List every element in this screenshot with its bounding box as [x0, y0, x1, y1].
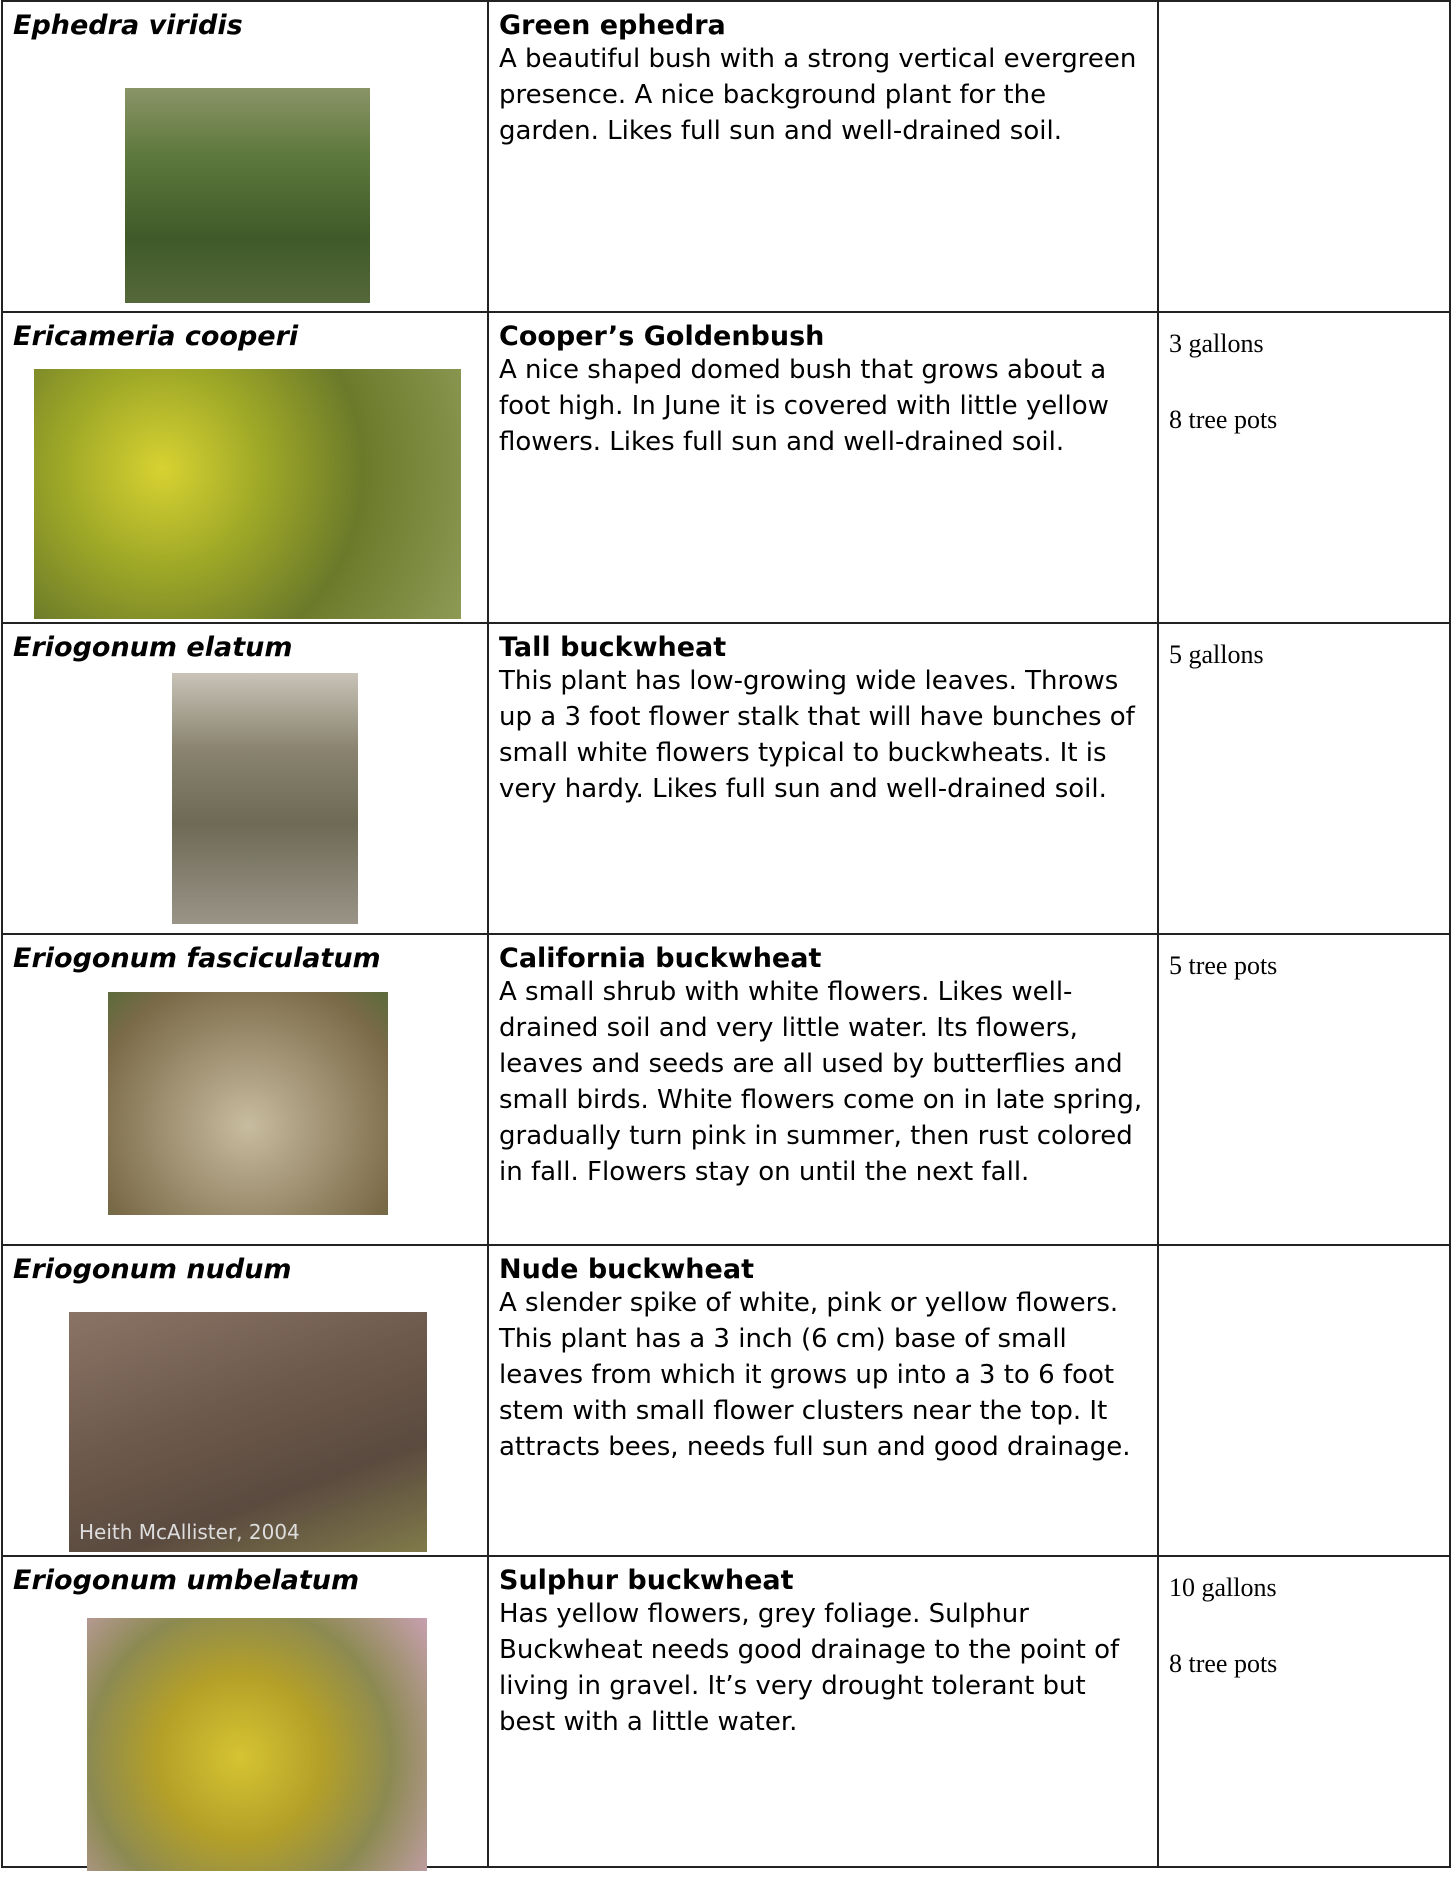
plant-photo: Heith McAllister, 2004: [69, 1312, 427, 1552]
description-cell: Cooper’s Goldenbush A nice shaped domed b…: [487, 311, 1159, 624]
photo-caption: Heith McAllister, 2004: [79, 1520, 300, 1544]
sizes-cell: 10 gallons 8 tree pots: [1157, 1555, 1451, 1868]
plant-photo: [108, 992, 388, 1215]
description: A beautiful bush with a strong vertical …: [499, 44, 1137, 146]
common-name: Nude buckwheat: [499, 1254, 754, 1285]
description-cell: Tall buckwheat This plant has low-growing…: [487, 622, 1159, 935]
latin-name: Ephedra viridis: [13, 10, 243, 41]
description: A small shrub with white flowers. Likes …: [499, 977, 1143, 1187]
plant-row: Ephedra viridis Green ephedra A beautiful …: [1, 0, 1451, 313]
text-block: California buckwheat A small shrub with w…: [499, 943, 1149, 1190]
description-cell: Sulphur buckwheat Has yellow flowers, gre…: [487, 1555, 1159, 1868]
plant-row: Eriogonum elatum Tall buckwheat This plant…: [1, 622, 1451, 935]
plant-row: Eriogonum umbelatum Sulphur buckwheat Has …: [1, 1555, 1451, 1871]
text-block: Tall buckwheat This plant has low-growing…: [499, 632, 1149, 807]
photo-cell: Eriogonum umbelatum: [1, 1555, 489, 1871]
sizes-cell: 3 gallons 8 tree pots: [1157, 311, 1451, 624]
photo-cell: Ephedra viridis: [1, 0, 489, 313]
plant-photo: [87, 1618, 427, 1871]
size: 8 tree pots: [1169, 405, 1278, 434]
latin-name: Eriogonum umbelatum: [13, 1565, 360, 1596]
common-name: California buckwheat: [499, 943, 822, 974]
sizes-cell: [1157, 1244, 1451, 1557]
plant-photo: [125, 88, 370, 303]
plant-photo: [34, 369, 461, 619]
plant-row: Eriogonum fasciculatum California buckwhe…: [1, 933, 1451, 1246]
plant-row: Ericameria cooperi Cooper’s Goldenbush A n…: [1, 311, 1451, 624]
sizes-cell: [1157, 0, 1451, 313]
description-cell: Green ephedra A beautiful bush with a str…: [487, 0, 1159, 313]
photo-cell: Ericameria cooperi: [1, 311, 489, 624]
latin-name: Ericameria cooperi: [13, 321, 299, 352]
photo-cell: Eriogonum nudum Heith McAllister, 2004: [1, 1244, 489, 1557]
description-cell: Nude buckwheat A slender spike of white, …: [487, 1244, 1159, 1557]
text-block: Nude buckwheat A slender spike of white, …: [499, 1254, 1149, 1465]
photo-cell: Eriogonum elatum: [1, 622, 489, 935]
description: A nice shaped domed bush that grows abou…: [499, 355, 1109, 457]
text-block: Cooper’s Goldenbush A nice shaped domed b…: [499, 321, 1149, 460]
description: This plant has low-growing wide leaves. …: [499, 666, 1135, 804]
sizes-cell: 5 tree pots: [1157, 933, 1451, 1246]
text-block: Sulphur buckwheat Has yellow flowers, gre…: [499, 1565, 1149, 1740]
size: 8 tree pots: [1169, 1649, 1278, 1678]
plant-photo: [172, 673, 358, 924]
sizes-cell: 5 gallons: [1157, 622, 1451, 935]
size: 5 tree pots: [1169, 951, 1278, 980]
description: Has yellow flowers, grey foliage. Sulphu…: [499, 1599, 1120, 1737]
photo-cell: Eriogonum fasciculatum: [1, 933, 489, 1246]
latin-name: Eriogonum fasciculatum: [13, 943, 381, 974]
plant-row: Eriogonum nudum Heith McAllister, 2004 Nud…: [1, 1244, 1451, 1557]
common-name: Tall buckwheat: [499, 632, 727, 663]
size: 10 gallons: [1169, 1573, 1277, 1602]
text-block: Green ephedra A beautiful bush with a str…: [499, 10, 1149, 149]
latin-name: Eriogonum nudum: [13, 1254, 292, 1285]
description: A slender spike of white, pink or yellow…: [499, 1288, 1131, 1462]
common-name: Green ephedra: [499, 10, 726, 41]
latin-name: Eriogonum elatum: [13, 632, 293, 663]
size: 3 gallons: [1169, 329, 1264, 358]
common-name: Sulphur buckwheat: [499, 1565, 794, 1596]
common-name: Cooper’s Goldenbush: [499, 321, 825, 352]
description-cell: California buckwheat A small shrub with w…: [487, 933, 1159, 1246]
size: 5 gallons: [1169, 640, 1264, 669]
